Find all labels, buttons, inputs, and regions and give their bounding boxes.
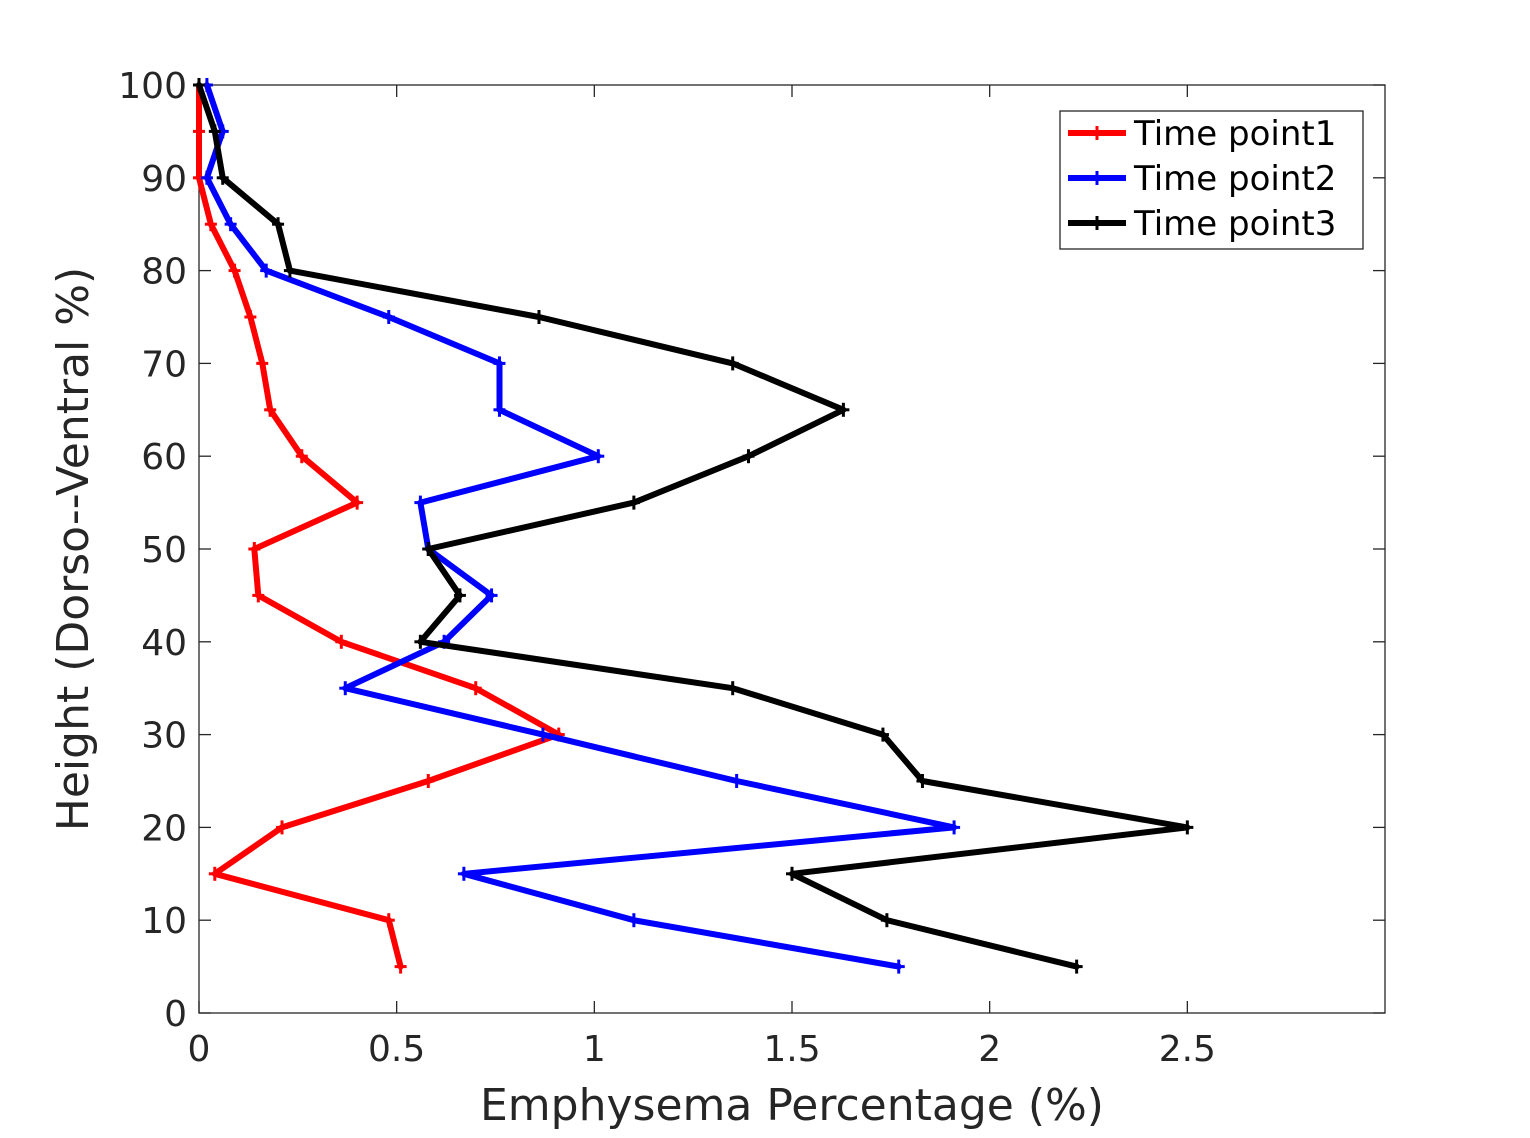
series-line <box>196 82 562 970</box>
legend-label: Time point3 <box>1133 204 1336 244</box>
x-tick-label: 2 <box>978 1029 1001 1070</box>
legend-label: Time point1 <box>1133 114 1336 154</box>
x-tick-label: 2.5 <box>1159 1029 1216 1070</box>
x-tick-label: 0 <box>188 1029 211 1070</box>
y-tick-label: 90 <box>141 159 187 200</box>
legend-label: Time point2 <box>1133 159 1336 199</box>
x-axis: 0 0.5 1 1.5 2 2.5 <box>188 85 1216 1070</box>
y-axis: 0 10 20 30 40 50 60 70 80 90 100 <box>118 66 1385 1035</box>
y-tick-label: 50 <box>141 530 187 571</box>
series-layer <box>193 78 1194 974</box>
x-tick-label: 0.5 <box>368 1029 425 1070</box>
series-3 <box>193 78 1194 974</box>
y-tick-label: 40 <box>141 623 187 664</box>
legend: Time point1 Time point2 Time point3 <box>1059 110 1364 250</box>
y-axis-title: Height (Dorso--Ventral %) <box>48 267 99 831</box>
y-tick-label: 60 <box>141 437 187 478</box>
y-tick-label: 80 <box>141 252 187 293</box>
y-tick-label: 100 <box>118 66 187 107</box>
x-axis-title: Emphysema Percentage (%) <box>480 1080 1104 1131</box>
x-tick-label: 1.5 <box>763 1029 820 1070</box>
series-2 <box>200 78 961 974</box>
y-tick-label: 0 <box>164 994 187 1035</box>
x-tick-label: 1 <box>583 1029 606 1070</box>
series-line <box>196 82 1191 970</box>
y-tick-label: 10 <box>141 901 187 942</box>
y-tick-label: 70 <box>141 344 187 385</box>
series-line <box>203 82 958 970</box>
y-tick-label: 20 <box>141 808 187 849</box>
y-tick-label: 30 <box>141 716 187 757</box>
